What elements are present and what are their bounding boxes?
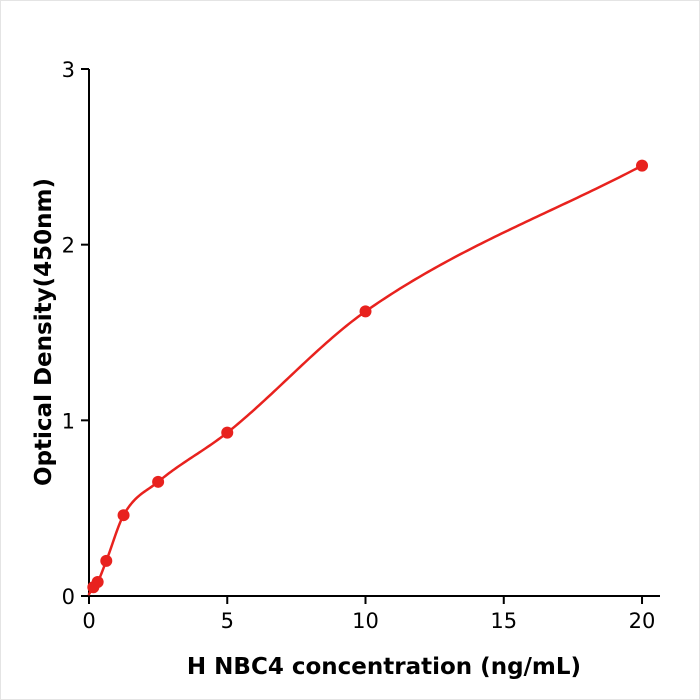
x-tick-label: 5 xyxy=(221,609,234,633)
y-axis-title: Optical Density(450nm) xyxy=(31,178,57,486)
data-point xyxy=(636,159,649,172)
data-point xyxy=(100,554,113,567)
y-tick-label: 3 xyxy=(62,58,75,82)
x-tick-label: 10 xyxy=(352,609,379,633)
x-tick-label: 20 xyxy=(629,609,656,633)
y-tick-label: 2 xyxy=(62,234,75,258)
x-tick-label: 0 xyxy=(82,609,95,633)
data-point xyxy=(221,426,234,439)
data-point xyxy=(117,509,130,522)
x-tick-label: 15 xyxy=(490,609,517,633)
data-point xyxy=(359,305,372,318)
y-tick-label: 1 xyxy=(62,409,75,433)
fit-curve xyxy=(87,164,644,596)
x-axis-title: H NBC4 concentration (ng/mL) xyxy=(186,654,582,680)
data-point xyxy=(91,575,104,588)
data-point xyxy=(152,475,165,488)
y-tick-label: 0 xyxy=(62,585,75,609)
